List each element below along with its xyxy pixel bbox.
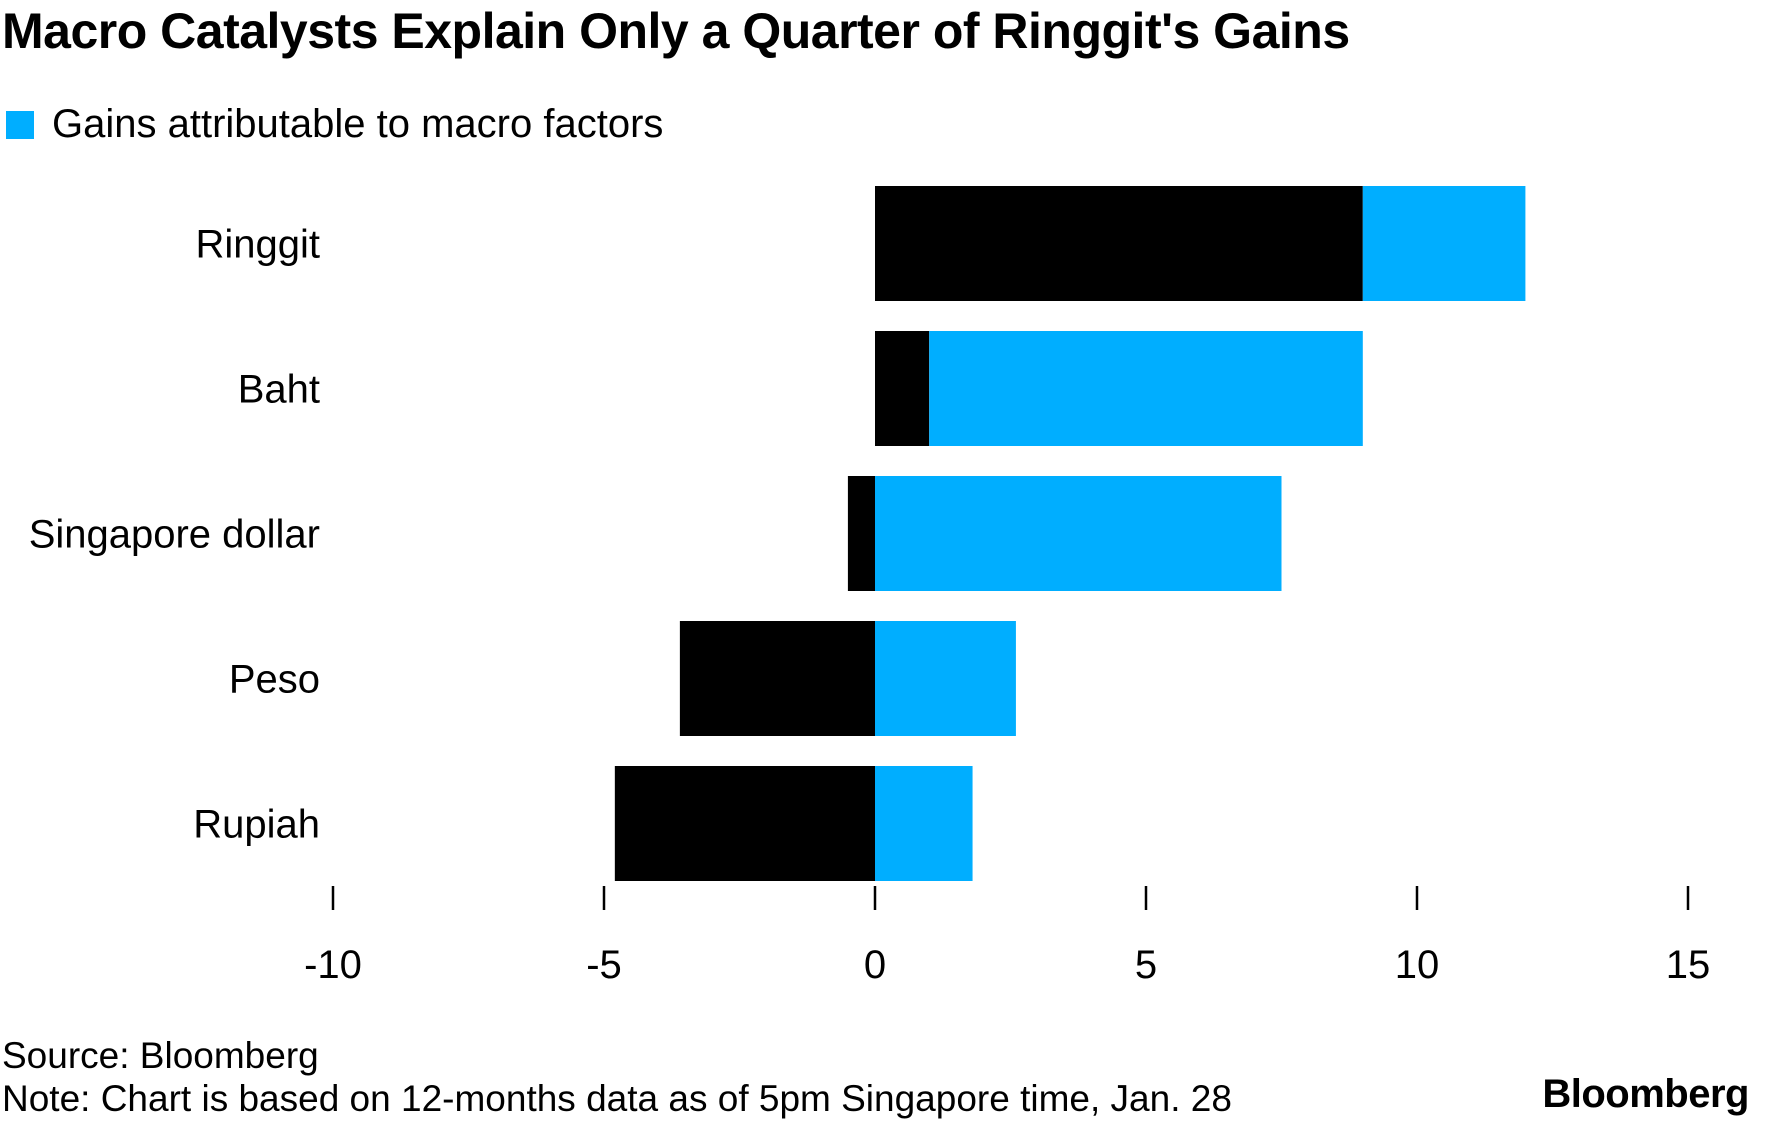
bar-macro-peso xyxy=(875,621,1016,736)
bar-macro-baht xyxy=(929,331,1363,446)
category-label-rupiah: Rupiah xyxy=(193,803,320,847)
legend: Gains attributable to macro factors xyxy=(6,102,663,147)
x-tick-label: 15 xyxy=(1666,943,1711,987)
category-label-baht: Baht xyxy=(238,368,320,412)
category-label-peso: Peso xyxy=(229,658,320,702)
bar-macro-rupiah xyxy=(875,766,973,881)
x-tick-label: -10 xyxy=(304,943,362,987)
x-tick-label: 5 xyxy=(1135,943,1157,987)
x-tick-label: 10 xyxy=(1395,943,1440,987)
bars-group xyxy=(614,186,1526,881)
legend-label-macro: Gains attributable to macro factors xyxy=(52,102,664,146)
bar-macro-singapore-dollar xyxy=(875,476,1282,591)
bar-other-ringgit xyxy=(875,186,1363,301)
category-label-ringgit: Ringgit xyxy=(195,223,320,267)
category-label-singapore-dollar: Singapore dollar xyxy=(29,513,320,557)
bar-chart: Ringgit Baht Singapore dollar Peso Rupiah -1… xyxy=(29,186,1710,987)
bar-other-baht xyxy=(875,331,930,446)
category-labels: Ringgit Baht Singapore dollar Peso Rupiah xyxy=(29,223,320,847)
bloomberg-logo: Bloomberg xyxy=(1542,1072,1749,1116)
chart-title: Macro Catalysts Explain Only a Quarter o… xyxy=(2,3,1350,59)
note-text: Note: Chart is based on 12-months data a… xyxy=(2,1078,1232,1119)
bar-macro-ringgit xyxy=(1362,186,1526,301)
x-tick-label: 0 xyxy=(864,943,886,987)
legend-swatch-macro xyxy=(6,110,34,139)
bar-other-singapore-dollar xyxy=(847,476,875,591)
source-text: Source: Bloomberg xyxy=(2,1035,319,1076)
bar-other-peso xyxy=(679,621,875,736)
x-tick-label: -5 xyxy=(586,943,622,987)
bar-other-rupiah xyxy=(614,766,875,881)
x-axis: -10 -5 0 5 10 15 xyxy=(304,886,1710,987)
